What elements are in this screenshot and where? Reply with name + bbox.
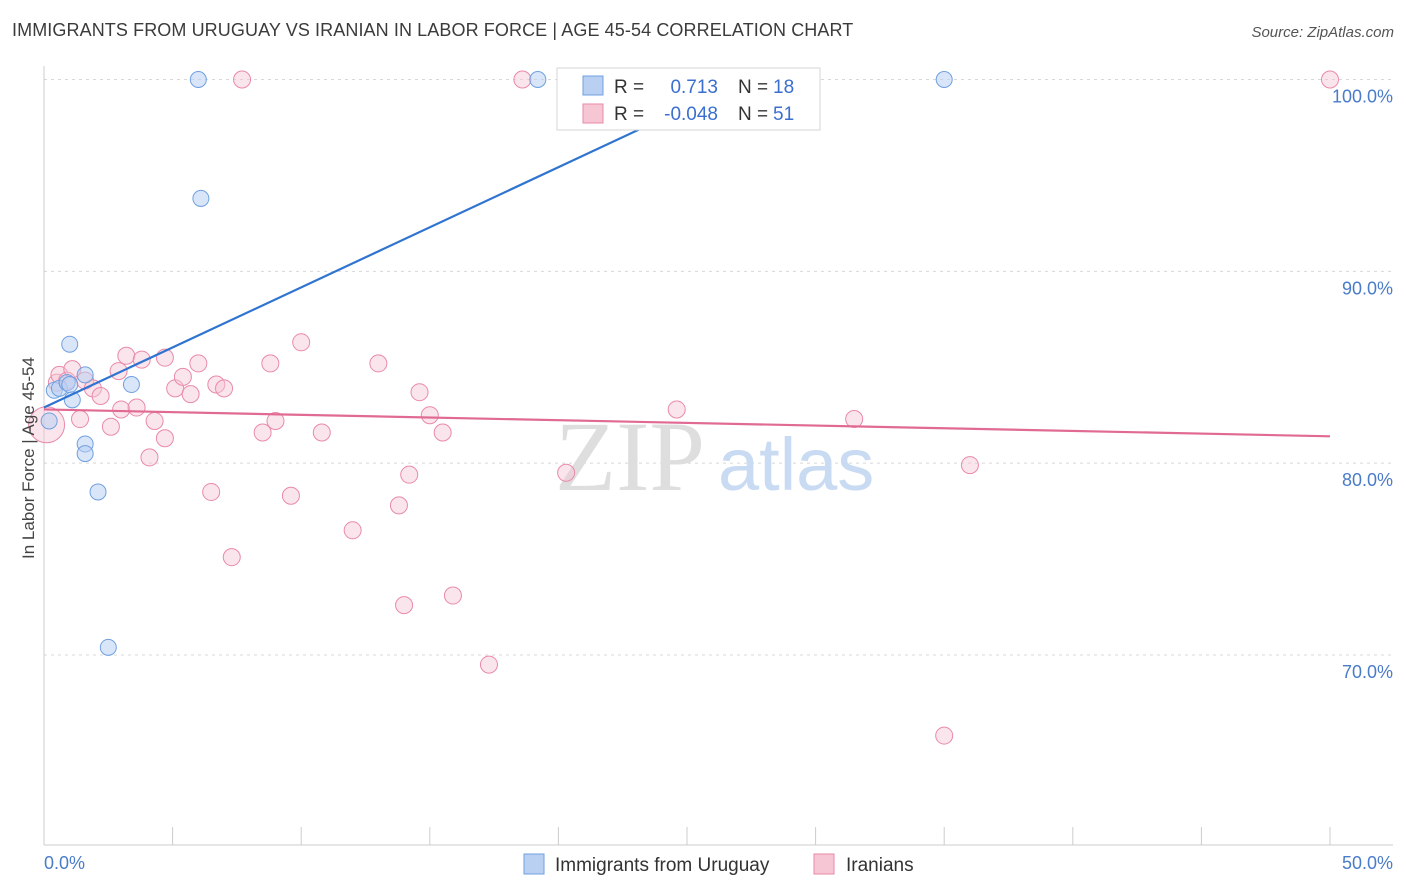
point-iranians-39	[420, 406, 439, 425]
bottom-legend-label-iranians: Iranians	[846, 855, 914, 876]
point-iranians-27	[253, 423, 272, 442]
legend-r-value-2: -0.048	[664, 104, 718, 125]
bottom-legend-swatch-iranians	[813, 853, 835, 875]
point-iranians-34	[369, 354, 388, 373]
watermark-atlas: atlas	[718, 423, 874, 506]
point-uruguay-14	[192, 189, 210, 207]
point-uruguay-15	[529, 71, 547, 88]
point-iranians-41	[443, 586, 462, 605]
point-iranians-35	[389, 496, 408, 515]
y-tick-label-0: 100.0%	[1332, 87, 1393, 107]
point-uruguay-7	[76, 366, 94, 384]
point-iranians-23	[202, 482, 221, 501]
point-iranians-20	[173, 367, 192, 386]
point-iranians-50	[233, 70, 252, 89]
point-iranians-5	[71, 410, 90, 429]
axes	[43, 66, 1393, 846]
point-iranians-49	[1321, 70, 1339, 89]
chart-title: IMMIGRANTS FROM URUGUAY VS IRANIAN IN LA…	[12, 20, 854, 40]
legend-r-value-1: 0.713	[670, 77, 718, 98]
point-iranians-8	[91, 387, 110, 406]
point-iranians-48	[960, 456, 979, 475]
point-iranians-42	[479, 655, 498, 674]
y-tick-label-2: 80.0%	[1342, 470, 1393, 490]
point-iranians-21	[181, 385, 200, 404]
point-uruguay-12	[122, 376, 140, 394]
legend-n-label-2: N =	[738, 104, 768, 125]
point-uruguay-17	[935, 71, 953, 88]
legend-r-label-2: R =	[614, 104, 644, 125]
point-iranians-17	[155, 429, 174, 448]
stats-legend: R = 0.713 N = 18 R = -0.048 N = 51	[556, 67, 821, 131]
point-iranians-26	[222, 548, 241, 567]
bottom-legend-label-uruguay: Immigrants from Uruguay	[555, 855, 770, 876]
x-tick-left: 0.0%	[44, 853, 85, 873]
legend-n-value-2: 51	[773, 104, 794, 125]
trend-line-uruguay	[43, 78, 747, 409]
point-uruguay-0	[40, 412, 58, 430]
point-iranians-9	[101, 417, 120, 436]
point-iranians-43	[513, 70, 532, 89]
point-iranians-46	[845, 410, 864, 429]
point-iranians-45	[667, 400, 686, 419]
point-iranians-29	[266, 411, 285, 430]
bottom-legend-swatch-uruguay	[523, 853, 545, 875]
point-iranians-44	[557, 463, 576, 482]
point-iranians-15	[140, 448, 159, 467]
point-uruguay-9	[76, 445, 94, 463]
point-iranians-12	[117, 346, 136, 365]
point-uruguay-5	[61, 335, 79, 353]
point-iranians-32	[312, 423, 331, 442]
point-iranians-36	[395, 596, 414, 615]
y-tick-label-1: 90.0%	[1342, 278, 1393, 298]
y-axis-label: In Labor Force | Age 45-54	[19, 357, 38, 559]
series-uruguay	[40, 71, 953, 656]
legend-n-value-1: 18	[773, 77, 794, 98]
trend-lines	[43, 78, 1331, 438]
point-iranians-25	[215, 379, 234, 398]
point-iranians-30	[281, 486, 300, 505]
bottom-legend: Immigrants from Uruguay Iranians	[523, 853, 914, 876]
y-tick-label-3: 70.0%	[1342, 662, 1393, 682]
watermark-zip: ZIP	[555, 401, 705, 512]
source-label: Source: ZipAtlas.com	[1251, 24, 1394, 41]
point-iranians-11	[112, 400, 131, 419]
y-tick-labels: 100.0% 90.0% 80.0% 70.0%	[1332, 87, 1393, 683]
point-iranians-13	[127, 398, 146, 417]
point-iranians-33	[343, 521, 362, 540]
point-iranians-22	[189, 354, 208, 373]
point-uruguay-11	[99, 638, 117, 656]
point-iranians-28	[261, 354, 280, 373]
legend-n-label-1: N =	[738, 77, 768, 98]
trend-line-iranians	[43, 408, 1331, 438]
legend-swatch-blue	[582, 75, 604, 96]
point-uruguay-4	[61, 376, 79, 394]
legend-r-label-1: R =	[614, 77, 644, 98]
point-iranians-47	[935, 726, 954, 745]
point-iranians-40	[433, 423, 452, 442]
legend-swatch-pink	[582, 103, 604, 124]
series-iranians	[28, 70, 1339, 745]
grid-lines	[44, 79, 1393, 656]
point-iranians-38	[410, 383, 429, 402]
point-uruguay-10	[89, 483, 107, 501]
point-iranians-31	[292, 333, 311, 352]
point-iranians-16	[145, 411, 164, 430]
point-uruguay-13	[189, 71, 207, 88]
point-iranians-37	[400, 465, 419, 484]
x-tick-right: 50.0%	[1342, 853, 1393, 873]
